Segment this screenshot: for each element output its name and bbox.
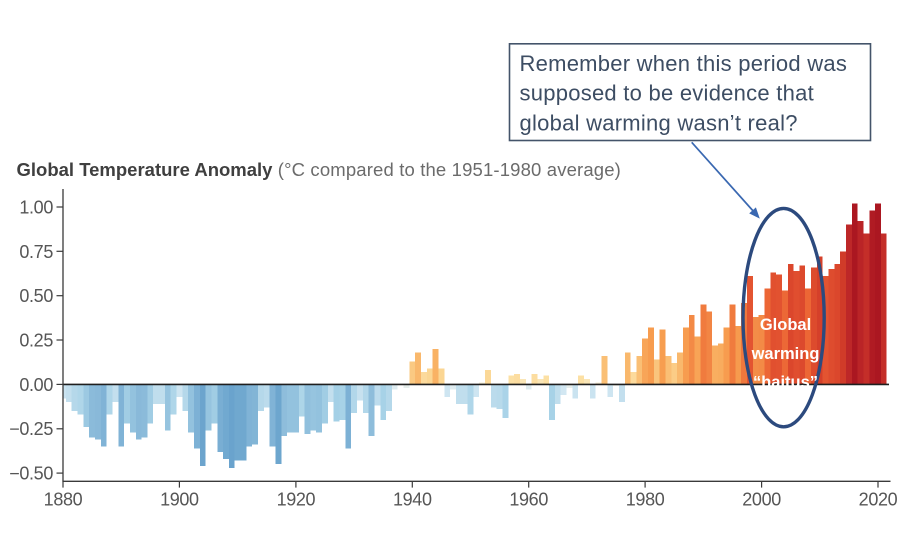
svg-text:warming: warming [751, 345, 820, 363]
svg-text:1920: 1920 [277, 490, 316, 510]
svg-text:1960: 1960 [509, 490, 548, 510]
svg-text:1940: 1940 [393, 490, 432, 510]
svg-text:2000: 2000 [742, 490, 781, 510]
svg-text:1900: 1900 [160, 490, 199, 510]
svg-text:1.00: 1.00 [19, 198, 53, 218]
svg-text:supposed to be evidence that: supposed to be evidence that [520, 81, 814, 106]
svg-text:2020: 2020 [859, 490, 898, 510]
svg-text:Global Temperature Anomaly (°C: Global Temperature Anomaly (°C compared … [17, 159, 622, 180]
svg-text:Global: Global [760, 316, 811, 334]
svg-text:global warming wasn’t real?: global warming wasn’t real? [520, 111, 798, 136]
svg-text:−0.25: −0.25 [9, 419, 53, 439]
svg-text:0.50: 0.50 [19, 286, 53, 306]
svg-text:0.00: 0.00 [19, 375, 53, 395]
svg-text:0.25: 0.25 [19, 331, 53, 351]
svg-text:“haitus”: “haitus” [753, 373, 818, 391]
svg-text:Remember when this period was: Remember when this period was [520, 51, 848, 76]
svg-text:1980: 1980 [626, 490, 665, 510]
svg-text:0.75: 0.75 [19, 242, 53, 262]
svg-text:1880: 1880 [44, 490, 83, 510]
svg-text:−0.50: −0.50 [9, 464, 53, 484]
